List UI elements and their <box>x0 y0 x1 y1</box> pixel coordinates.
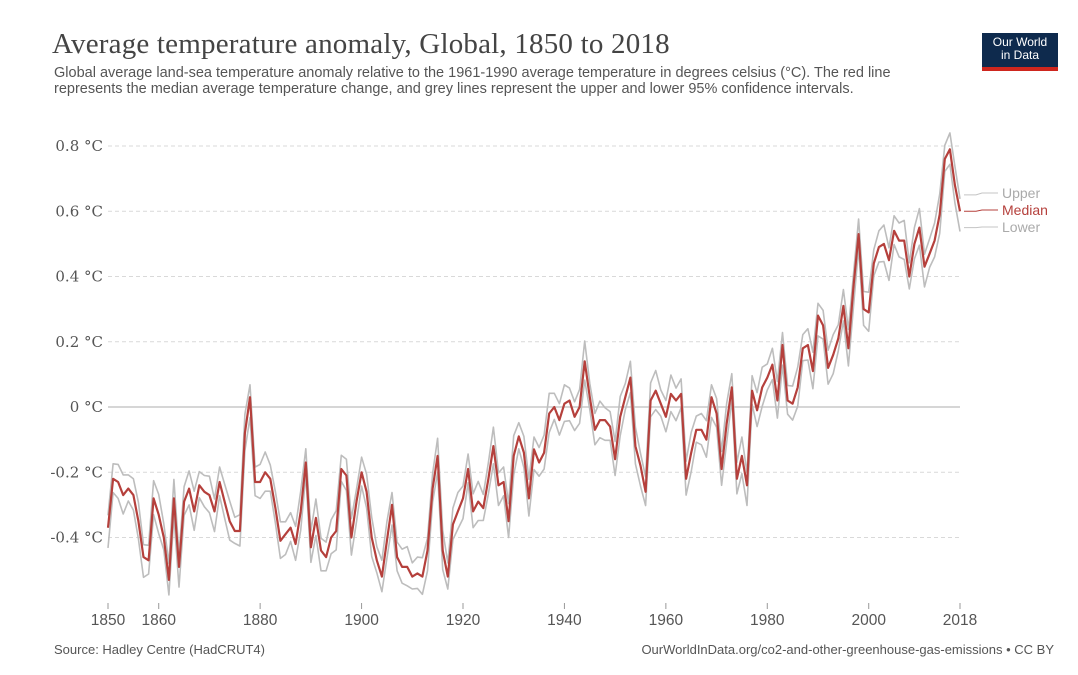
x-tick-label: 2000 <box>851 612 886 629</box>
y-tick-label: 0.6 °C <box>55 202 103 220</box>
source-note: Source: Hadley Centre (HadCRUT4) <box>54 642 265 657</box>
legend-label-lower: Lower <box>1002 219 1040 235</box>
y-tick-label: 0.2 °C <box>55 333 103 351</box>
legend-label-median: Median <box>1002 202 1048 218</box>
legend-connector <box>964 226 998 229</box>
y-tick-label: -0.2 °C <box>50 463 103 481</box>
x-tick-label: 1940 <box>547 612 582 629</box>
legend-label-upper: Upper <box>1002 185 1040 201</box>
y-tick-label: 0.4 °C <box>55 268 103 286</box>
y-tick-label: 0 °C <box>70 398 103 416</box>
series-lines <box>106 132 962 596</box>
chart-subtitle: Global average land-sea temperature anom… <box>54 65 891 97</box>
lower-bound-line <box>107 163 961 596</box>
y-tick-label: 0.8 °C <box>55 137 103 155</box>
x-tick-label: 1880 <box>243 612 278 629</box>
x-tick-label: 1960 <box>649 612 684 629</box>
x-tick-label: 1980 <box>750 612 785 629</box>
x-tick-label: 2018 <box>943 612 977 629</box>
logo-line-2: in Data <box>1000 48 1040 62</box>
x-tick-label: 1860 <box>141 612 176 629</box>
legend-connector <box>964 209 998 212</box>
credit-link[interactable]: OurWorldInData.org/co2-and-other-greenho… <box>641 642 1054 657</box>
chart-title: Average temperature anomaly, Global, 185… <box>52 28 670 60</box>
grid-lines <box>108 145 960 538</box>
y-tick-label: -0.4 °C <box>50 529 103 547</box>
x-axis-ticks: 1850 1860 1880 1900 1920 1940 1960 1980 2000 2018 <box>91 603 977 629</box>
median-line <box>106 148 962 582</box>
upper-bound-line <box>107 132 961 565</box>
x-tick-label: 1900 <box>344 612 379 629</box>
y-axis-ticks: 0.8 °C 0.6 °C 0.4 °C 0.2 °C 0 °C -0.2 °C -0.4 … <box>50 137 103 547</box>
owid-logo[interactable]: Our World in Data <box>982 33 1058 71</box>
x-tick-label: 1920 <box>446 612 481 629</box>
logo-line-1: Our World <box>992 35 1048 49</box>
x-tick-label: 1850 <box>91 612 126 629</box>
legend-connector <box>964 192 998 196</box>
